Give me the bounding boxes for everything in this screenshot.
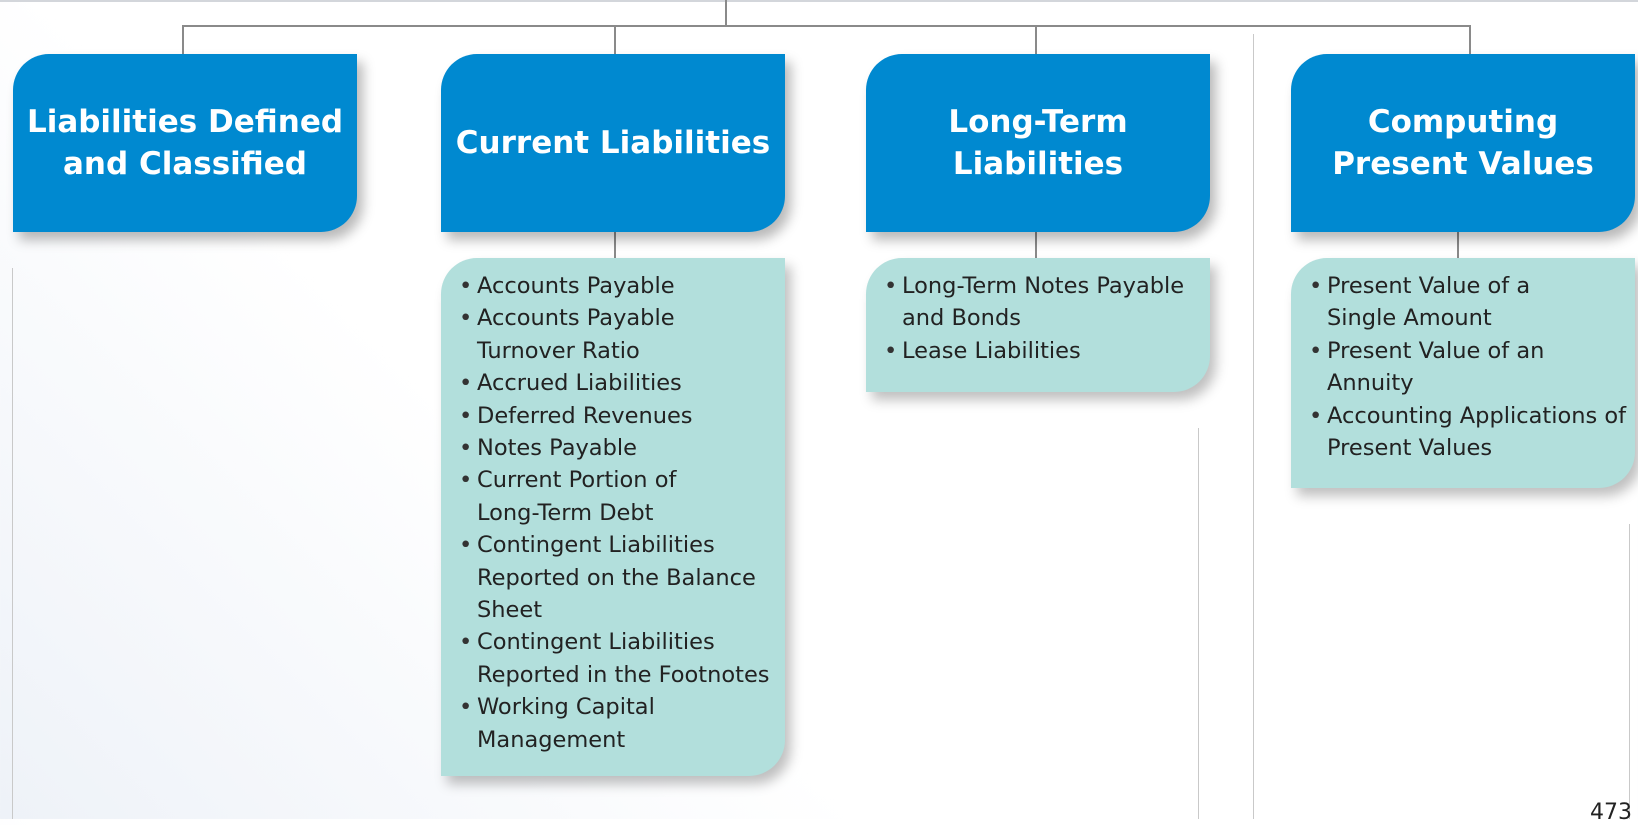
- category-title: Liabilities Defined and Classified: [26, 104, 344, 182]
- category-box-long-term-liabilities: Long-Term Liabilities: [866, 54, 1210, 232]
- page-guide-line: [12, 268, 13, 819]
- list-item: Contingent Liabilities Reported on the B…: [457, 529, 777, 626]
- subtopic-list: Present Value of a Single Amount Present…: [1307, 270, 1633, 464]
- category-box-computing-present-values: Computing Present Values: [1291, 54, 1635, 232]
- subtopic-list: Accounts Payable Accounts Payable Turnov…: [457, 270, 783, 756]
- list-item: Present Value of an Annuity: [1307, 335, 1577, 400]
- connector-drop-4: [1469, 25, 1471, 54]
- connector-sub-2: [614, 232, 616, 258]
- page-number: 473: [1590, 800, 1632, 825]
- top-strip: [0, 0, 1638, 2]
- subtopic-box-current-liabilities: Accounts Payable Accounts Payable Turnov…: [441, 258, 785, 776]
- list-item: Notes Payable: [457, 432, 783, 465]
- connector-drop-1: [182, 25, 184, 54]
- page-guide-line: [1629, 524, 1630, 819]
- list-item: Accounting Applications of Present Value…: [1307, 400, 1633, 465]
- list-item: Current Portion of Long-Term Debt: [457, 464, 717, 529]
- category-title: Current Liabilities: [455, 125, 771, 161]
- list-item: Contingent Liabilities Reported in the F…: [457, 626, 783, 691]
- category-title: Long-Term Liabilities: [948, 104, 1128, 182]
- category-box-current-liabilities: Current Liabilities: [441, 54, 785, 232]
- subtopic-box-computing-present-values: Present Value of a Single Amount Present…: [1291, 258, 1635, 488]
- connector-drop-3: [1035, 25, 1037, 54]
- connector-horizontal: [182, 25, 1471, 27]
- connector-sub-3: [1035, 232, 1037, 258]
- list-item: Accounts Payable Turnover Ratio: [457, 302, 717, 367]
- subtopic-list: Long-Term Notes Payable and Bonds Lease …: [882, 270, 1208, 368]
- list-item: Accrued Liabilities: [457, 367, 783, 400]
- connector-sub-4: [1457, 232, 1459, 258]
- connector-trunk: [725, 0, 727, 27]
- list-item: Accounts Payable: [457, 270, 783, 303]
- subtopic-box-long-term-liabilities: Long-Term Notes Payable and Bonds Lease …: [866, 258, 1210, 392]
- page-guide-line: [1198, 428, 1199, 819]
- list-item: Present Value of a Single Amount: [1307, 270, 1567, 335]
- category-box-liabilities-defined: Liabilities Defined and Classified: [13, 54, 357, 232]
- category-title: Computing Present Values: [1332, 104, 1594, 182]
- list-item: Deferred Revenues: [457, 400, 783, 433]
- list-item: Long-Term Notes Payable and Bonds: [882, 270, 1208, 335]
- list-item: Working Capital Management: [457, 691, 697, 756]
- list-item: Lease Liabilities: [882, 335, 1208, 368]
- connector-drop-2: [614, 25, 616, 54]
- page-guide-line: [1253, 34, 1254, 819]
